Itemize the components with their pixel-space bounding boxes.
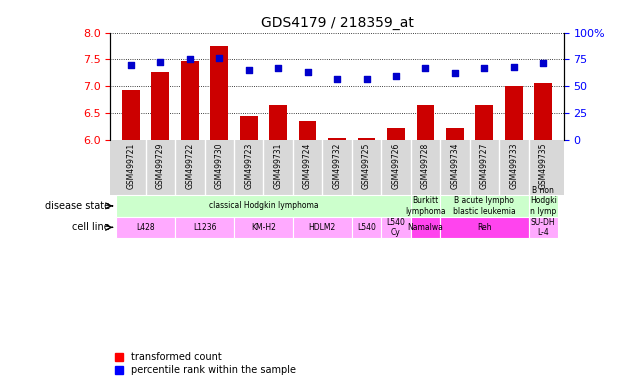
Point bbox=[450, 70, 460, 76]
Text: GSM499735: GSM499735 bbox=[539, 143, 547, 189]
Point bbox=[420, 65, 430, 71]
Text: GSM499733: GSM499733 bbox=[509, 143, 518, 189]
Text: cell line: cell line bbox=[72, 222, 110, 232]
Bar bbox=[529, 195, 558, 217]
Text: GSM499723: GSM499723 bbox=[244, 143, 253, 189]
Text: HDLM2: HDLM2 bbox=[309, 223, 336, 232]
Point bbox=[155, 58, 165, 65]
Text: GSM499726: GSM499726 bbox=[391, 143, 401, 189]
Bar bbox=[210, 46, 228, 140]
Text: B non
Hodgki
n lymp
homa: B non Hodgki n lymp homa bbox=[530, 186, 557, 226]
Bar bbox=[440, 195, 529, 217]
Text: GSM499722: GSM499722 bbox=[185, 143, 194, 189]
Text: Reh: Reh bbox=[477, 223, 491, 232]
Text: L428: L428 bbox=[136, 223, 155, 232]
Bar bbox=[534, 83, 552, 140]
Point bbox=[362, 76, 372, 82]
Bar bbox=[411, 195, 440, 217]
Bar bbox=[240, 116, 258, 140]
Point bbox=[538, 60, 548, 66]
Point bbox=[185, 56, 195, 63]
Bar bbox=[328, 138, 346, 140]
Bar bbox=[122, 90, 140, 140]
Bar bbox=[269, 105, 287, 140]
Text: GSM499732: GSM499732 bbox=[333, 143, 341, 189]
Text: L540: L540 bbox=[357, 223, 376, 232]
Text: GSM499734: GSM499734 bbox=[450, 143, 459, 189]
Text: B acute lympho
blastic leukemia: B acute lympho blastic leukemia bbox=[453, 196, 516, 215]
Bar bbox=[387, 128, 405, 140]
Title: GDS4179 / 218359_at: GDS4179 / 218359_at bbox=[261, 16, 413, 30]
Bar bbox=[299, 121, 316, 140]
Point bbox=[126, 62, 136, 68]
Point bbox=[479, 65, 490, 71]
Bar bbox=[416, 105, 434, 140]
Bar bbox=[293, 217, 352, 238]
Bar bbox=[151, 72, 169, 140]
Bar bbox=[381, 217, 411, 238]
Legend: transformed count, percentile rank within the sample: transformed count, percentile rank withi… bbox=[115, 353, 295, 375]
Point bbox=[214, 55, 224, 61]
Text: disease state: disease state bbox=[45, 201, 110, 211]
Text: GSM499731: GSM499731 bbox=[273, 143, 283, 189]
Text: Burkitt
lymphoma: Burkitt lymphoma bbox=[405, 196, 446, 215]
Text: KM-H2: KM-H2 bbox=[251, 223, 276, 232]
Bar bbox=[116, 217, 175, 238]
Bar bbox=[358, 138, 375, 140]
Text: GSM499730: GSM499730 bbox=[215, 143, 224, 189]
Point bbox=[332, 76, 342, 82]
Text: GSM499721: GSM499721 bbox=[127, 143, 135, 189]
Bar bbox=[440, 217, 529, 238]
Point bbox=[302, 69, 312, 75]
Bar bbox=[116, 195, 411, 217]
Bar bbox=[529, 217, 558, 238]
Text: GSM499728: GSM499728 bbox=[421, 143, 430, 189]
Bar bbox=[411, 217, 440, 238]
Point bbox=[273, 65, 283, 71]
Bar bbox=[181, 61, 198, 140]
Text: GSM499724: GSM499724 bbox=[303, 143, 312, 189]
Point bbox=[391, 73, 401, 79]
Text: L540
Cy: L540 Cy bbox=[387, 218, 405, 237]
Bar bbox=[234, 217, 293, 238]
Text: Namalwa: Namalwa bbox=[408, 223, 444, 232]
Text: L1236: L1236 bbox=[193, 223, 216, 232]
Text: classical Hodgkin lymphoma: classical Hodgkin lymphoma bbox=[209, 201, 318, 210]
Bar bbox=[352, 217, 381, 238]
Point bbox=[509, 64, 519, 70]
Text: GSM499727: GSM499727 bbox=[480, 143, 489, 189]
Bar bbox=[505, 86, 523, 140]
Bar bbox=[446, 128, 464, 140]
Bar bbox=[175, 217, 234, 238]
Text: GSM499725: GSM499725 bbox=[362, 143, 371, 189]
Point bbox=[244, 67, 254, 73]
Text: GSM499729: GSM499729 bbox=[156, 143, 165, 189]
Bar bbox=[476, 105, 493, 140]
Text: SU-DH
L-4: SU-DH L-4 bbox=[531, 218, 556, 237]
